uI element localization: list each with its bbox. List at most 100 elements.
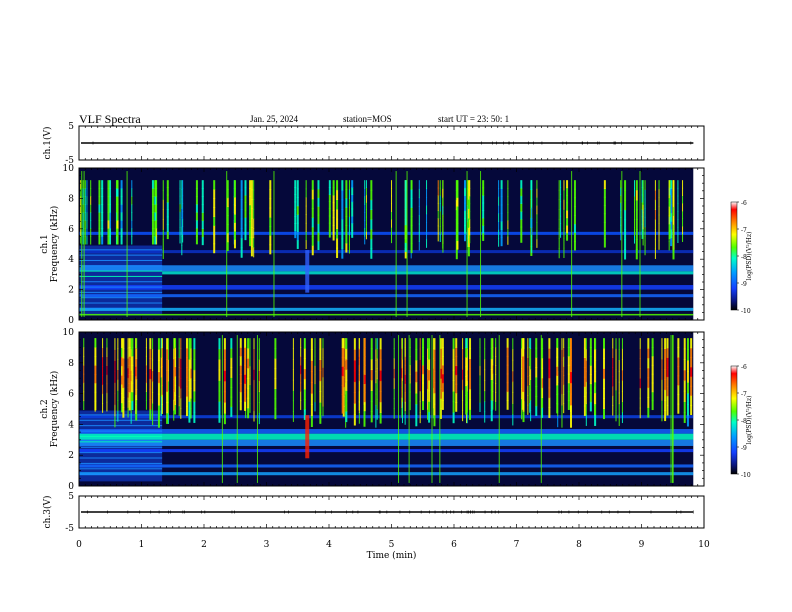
ch1-spectrogram-sferic bbox=[162, 248, 164, 260]
ch2-spectrogram-sferic bbox=[512, 349, 514, 361]
ch2-spectrogram-sferic bbox=[131, 373, 134, 384]
ch1-spectrogram-sferic bbox=[654, 199, 656, 211]
ch2-spectrogram-sferic bbox=[541, 348, 544, 359]
ch1-spectrogram-colorbar-label: log(PSD)(V²/Hz) bbox=[746, 232, 753, 281]
ch1-spectrogram-sferic bbox=[311, 226, 314, 237]
ch1-spectrogram-sferic bbox=[250, 227, 253, 238]
ch2-spectrogram-sferic bbox=[441, 373, 444, 384]
ch2-spectrogram-sferic bbox=[492, 373, 494, 384]
ch2-spectrogram-sferic bbox=[166, 359, 169, 371]
ch2-spectrogram-sferic bbox=[310, 338, 313, 350]
ch1-spectrogram-sferic bbox=[195, 180, 198, 189]
ch1-spectrogram-sferic bbox=[670, 180, 673, 189]
ch1-spectrogram-sferic bbox=[162, 219, 164, 230]
ch1-spectrogram-sferic bbox=[101, 236, 104, 245]
ch2-spectrogram-sferic bbox=[152, 359, 154, 372]
ch2-spectrogram-sferic bbox=[189, 358, 192, 369]
ch1-spectrogram-sferic bbox=[654, 209, 656, 220]
ch2-spectrogram-sferic bbox=[121, 393, 124, 404]
ch1-spectrogram-sferic bbox=[507, 204, 509, 213]
ch2-spectrogram-sferic bbox=[94, 365, 97, 375]
ch1-spectrogram-sferic bbox=[269, 244, 272, 255]
ch2-spectrogram-sferic bbox=[664, 338, 667, 349]
ch1-spectrogram-sferic bbox=[573, 223, 576, 234]
ch2-spectrogram-sferic bbox=[230, 387, 233, 398]
ch2-spectrogram-sferic bbox=[585, 392, 587, 405]
ch2-spectrogram-sferic bbox=[292, 400, 294, 412]
ch1-spectrogram-sferic bbox=[109, 220, 112, 229]
ch1-spectrogram-sferic bbox=[469, 195, 471, 205]
ch3-voltage-ylabel: ch.3(V) bbox=[42, 496, 53, 529]
ch2-spectrogram-sferic bbox=[570, 382, 573, 395]
ch1-spectrogram-sferic bbox=[520, 180, 523, 189]
ch1-spectrogram-sferic bbox=[500, 221, 503, 230]
ch1-spectrogram-early-stripe bbox=[79, 281, 163, 283]
ch2-spectrogram-sferic bbox=[353, 370, 356, 383]
ch2-spectrogram-sferic bbox=[193, 390, 196, 402]
ch1-spectrogram-early-stripe bbox=[79, 275, 163, 277]
ch1-spectrogram-sferic bbox=[410, 198, 413, 208]
ch2-spectrogram-sferic bbox=[415, 349, 418, 361]
ch2-spectrogram-sferic bbox=[615, 389, 617, 401]
ch1-spectrogram-sferic bbox=[442, 239, 444, 249]
ch2-spectrogram-sferic bbox=[422, 400, 425, 411]
ch2-spectrogram-sferic bbox=[342, 357, 345, 368]
ch1-spectrogram-sferic bbox=[244, 195, 247, 203]
ch1-spectrogram-sferic bbox=[365, 216, 367, 225]
ch2-spectrogram-sferic bbox=[102, 375, 104, 385]
ch1-spectrogram-band bbox=[79, 250, 694, 254]
ch2-spectrogram-sferic bbox=[174, 366, 177, 377]
ch2-spectrogram-early-stripe bbox=[79, 446, 163, 448]
ch2-spectrogram-sferic bbox=[83, 400, 85, 410]
ch2-spectrogram-sferic bbox=[419, 380, 421, 392]
ch1-spectrogram-sferic bbox=[253, 228, 255, 239]
xtick-label: 1 bbox=[139, 540, 145, 550]
ch2-spectrogram-sferic bbox=[341, 347, 344, 358]
ch2-spectrogram-sferic bbox=[522, 382, 525, 392]
ch2-spectrogram-sferic bbox=[690, 347, 693, 358]
ch1-spectrogram-sferic bbox=[317, 188, 320, 199]
ch1-spectrogram-sferic bbox=[672, 233, 674, 243]
ch1-spectrogram-sferic bbox=[500, 212, 503, 222]
ch2-spectrogram-sferic bbox=[465, 338, 468, 349]
ch2-spectrogram-sferic bbox=[319, 380, 322, 392]
ch1-spectrogram-sferic bbox=[439, 187, 441, 196]
ch1-spectrogram-strong-sferic bbox=[406, 171, 408, 317]
ch2-spectrogram-sferic bbox=[535, 405, 538, 417]
ch2-spectrogram-sferic bbox=[419, 390, 421, 403]
ch1-spectrogram-sferic bbox=[201, 204, 204, 213]
ch2-spectrogram-sferic bbox=[135, 356, 137, 367]
ch1-spectrogram-sferic bbox=[181, 226, 183, 237]
ch1-spectrogram-sferic bbox=[633, 235, 635, 244]
ch2-spectrogram-sferic bbox=[651, 391, 654, 402]
ch2-spectrogram-sferic bbox=[495, 356, 497, 366]
xtick-label: 10 bbox=[698, 540, 710, 550]
ch2-spectrogram-sferic bbox=[556, 338, 559, 349]
ch1-spectrogram-sferic bbox=[364, 219, 366, 229]
ch1-spectrogram-sferic bbox=[249, 204, 252, 214]
ch1-spectrogram-sferic bbox=[442, 197, 444, 207]
ch2-spectrogram-sferic bbox=[409, 400, 411, 411]
ch1-spectrogram-sferic bbox=[351, 208, 354, 217]
ch2-spectrogram-sferic bbox=[127, 357, 129, 369]
ch2-spectrogram-sferic bbox=[258, 402, 260, 414]
ch1-spectrogram-sferic bbox=[98, 180, 101, 189]
ch2-spectrogram-sferic bbox=[239, 391, 242, 402]
ch2-spectrogram-sferic bbox=[274, 338, 277, 349]
ch2-spectrogram-sferic bbox=[314, 365, 316, 376]
ch1-spectrogram-sferic bbox=[250, 218, 253, 228]
ch2-spectrogram-sferic bbox=[128, 365, 131, 375]
ch2-spectrogram-sferic bbox=[462, 348, 464, 360]
ch2-spectrogram-sferic bbox=[180, 378, 182, 389]
ch2-spectrogram-sferic bbox=[541, 387, 544, 399]
ch2-spectrogram-sferic bbox=[469, 388, 472, 400]
ch2-spectrogram-sferic bbox=[401, 407, 403, 418]
ch2-spectrogram-sferic bbox=[563, 338, 565, 348]
ch1-spectrogram-sferic bbox=[336, 180, 339, 191]
ch2-spectrogram-sferic bbox=[363, 383, 366, 394]
ch2-spectrogram-sferic bbox=[651, 338, 654, 348]
ch2-spectrogram-sferic bbox=[404, 383, 406, 393]
ch2-spectrogram-sferic bbox=[512, 403, 514, 415]
ch1-spectrogram-sferic bbox=[563, 218, 565, 229]
ch2-spectrogram-sferic bbox=[639, 377, 641, 389]
